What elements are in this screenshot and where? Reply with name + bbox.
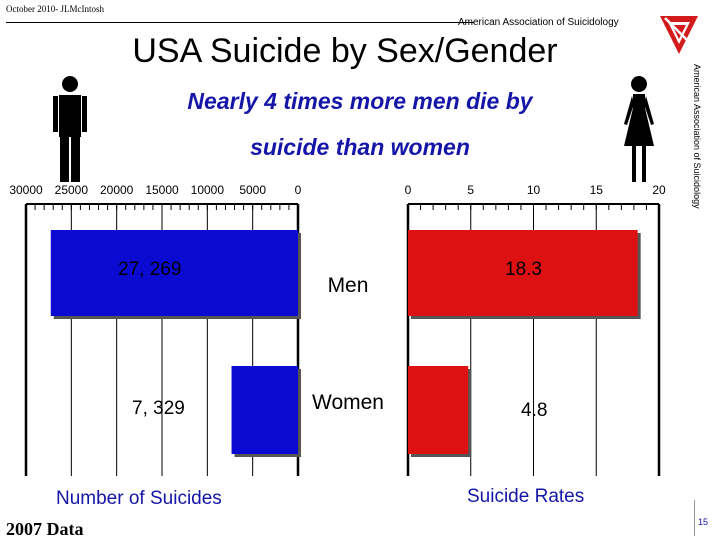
category-label-women: Women — [312, 391, 384, 414]
subtitle-line-1: Nearly 4 times more men die by — [187, 88, 533, 114]
man-icon — [53, 76, 87, 182]
tick-label: 0 — [295, 183, 302, 197]
bar-men — [50, 230, 299, 316]
woman-icon — [624, 76, 654, 182]
header-rule — [6, 22, 474, 23]
tick-label: 15 — [590, 183, 604, 197]
category-label-men: Men — [327, 274, 369, 297]
left-chart-number-of-suicides: 30000 25000 20000 15000 10000 5000 0 — [9, 183, 302, 476]
tick-label: 0 — [405, 183, 412, 197]
data-label-women-rate: 4.8 — [521, 400, 548, 421]
tick-label: 15000 — [145, 183, 179, 197]
subtitle-line-2: suicide than women — [250, 134, 470, 160]
data-label-men-rate: 18.3 — [505, 259, 542, 280]
right-axis-title: Suicide Rates — [467, 486, 585, 507]
organization-name: American Association of Suicidology — [458, 17, 619, 28]
tick-label: 5000 — [239, 183, 266, 197]
tick-label: 20 — [652, 183, 666, 197]
slide-title: USA Suicide by Sex/Gender — [132, 32, 558, 70]
tick-label: 10 — [527, 183, 541, 197]
author-note: October 2010- JLMcIntosh — [6, 4, 104, 14]
aas-logo-icon — [660, 16, 698, 54]
tick-label: 25000 — [55, 183, 89, 197]
left-axis-title: Number of Suicides — [56, 488, 222, 509]
bar-men — [408, 230, 638, 316]
chart-area: 30000 25000 20000 15000 10000 5000 0 0 5 10 15 20 — [9, 183, 666, 476]
bar-women — [408, 366, 469, 454]
data-label-women-count: 7, 329 — [132, 398, 185, 419]
page-number: 15 — [698, 517, 709, 527]
bar-women — [231, 366, 298, 454]
tick-label: 5 — [467, 183, 474, 197]
right-chart-suicide-rates: 0 5 10 15 20 — [405, 183, 666, 476]
tick-label: 20000 — [100, 183, 134, 197]
data-year: 2007 Data — [6, 519, 84, 539]
tick-label: 10000 — [191, 183, 225, 197]
page-divider — [694, 500, 695, 536]
tick-label: 30000 — [9, 183, 43, 197]
data-label-men-count: 27, 269 — [118, 259, 182, 280]
